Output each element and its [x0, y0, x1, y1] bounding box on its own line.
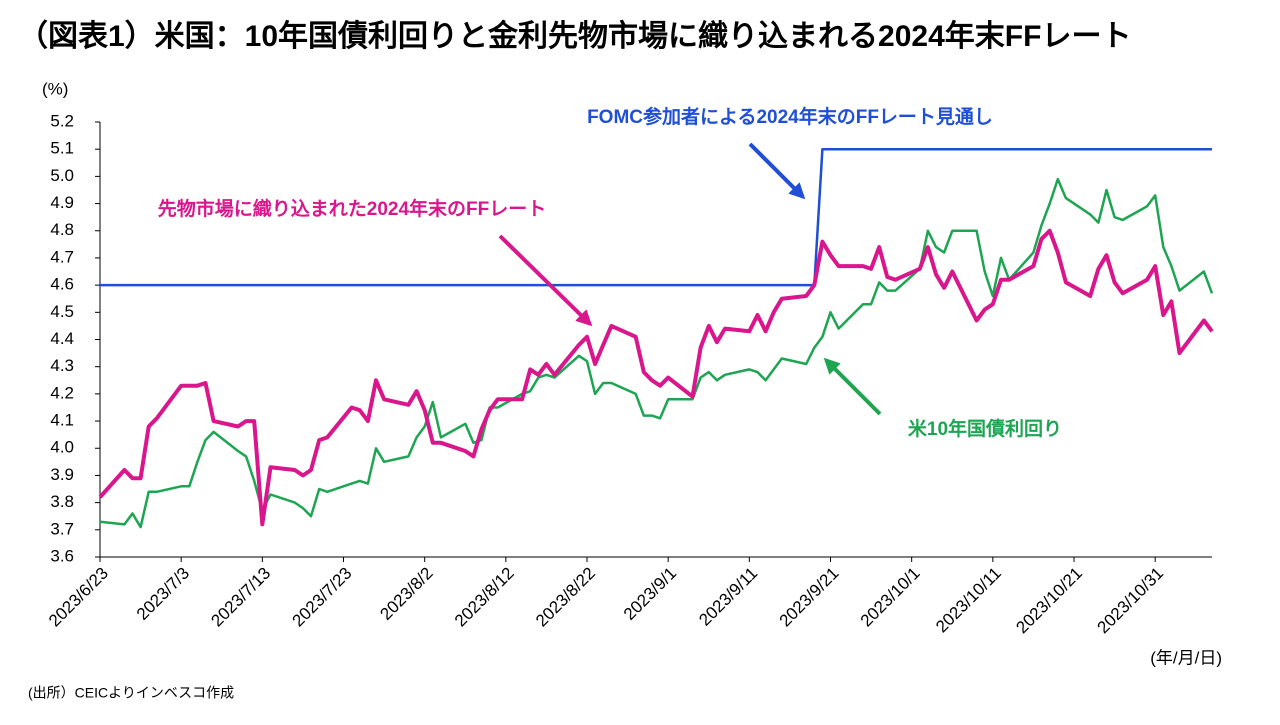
y-tick-label: 4.2	[50, 383, 74, 402]
x-tick-label: 2023/9/21	[776, 564, 843, 631]
y-tick-label: 4.1	[50, 411, 74, 430]
y-tick-label: 4.7	[50, 247, 74, 266]
x-tick-label: 2023/10/11	[932, 564, 1005, 637]
source-note: (出所）CEICよりインベスコ作成	[28, 685, 234, 701]
series-annotation: 先物市場に織り込まれた2024年末のFFレート	[158, 197, 546, 220]
chart-title: （図表1）米国：10年国債利回りと金利先物市場に織り込まれる2024年末FFレー…	[18, 19, 1131, 53]
y-tick-label: 4.6	[50, 275, 74, 294]
annotation-arrow	[823, 357, 882, 416]
x-tick-label: 2023/9/1	[620, 564, 680, 624]
x-tick-label: 2023/10/21	[1012, 564, 1086, 638]
y-tick-label: 4.4	[50, 329, 74, 348]
y-tick-label: 3.6	[50, 546, 74, 565]
y-tick-label: 5.1	[50, 139, 74, 158]
y-tick-label: 5.2	[50, 111, 74, 130]
x-tick-label: 2023/7/23	[289, 564, 356, 631]
series-annotation: 米10年国債利回り	[908, 417, 1062, 440]
series-annotation: FOMC参加者による2024年末のFFレート見通し	[587, 105, 993, 128]
x-tick-label: 2023/6/23	[45, 564, 112, 631]
x-tick-label: 2023/9/11	[695, 564, 761, 630]
annotation-arrow	[748, 142, 806, 200]
x-tick-label: 2023/7/3	[133, 564, 193, 624]
annotation-arrow	[498, 234, 593, 327]
x-tick-label: 2023/8/22	[532, 564, 599, 631]
y-tick-label: 3.8	[50, 492, 74, 511]
y-tick-label: 4.0	[50, 438, 74, 457]
y-tick-label: 3.7	[50, 519, 74, 538]
x-tick-label: 2023/8/12	[451, 564, 518, 631]
x-unit-label: (年/月/日)	[1150, 648, 1222, 667]
x-tick-label: 2023/10/1	[857, 564, 924, 631]
series-line	[99, 177, 1214, 529]
x-tick-label: 2023/7/13	[207, 564, 274, 631]
y-unit-label: (%)	[42, 79, 68, 98]
y-tick-label: 5.0	[50, 166, 74, 185]
y-tick-label: 4.8	[50, 220, 74, 239]
x-tick-label: 2023/8/2	[376, 564, 436, 624]
x-tick-label: 2023/10/31	[1094, 564, 1168, 638]
y-tick-label: 4.3	[50, 356, 74, 375]
series-line	[98, 228, 1214, 527]
y-tick-label: 3.9	[50, 465, 74, 484]
series-line	[100, 147, 1212, 287]
y-tick-label: 4.9	[50, 193, 74, 212]
y-tick-label: 4.5	[50, 302, 74, 321]
